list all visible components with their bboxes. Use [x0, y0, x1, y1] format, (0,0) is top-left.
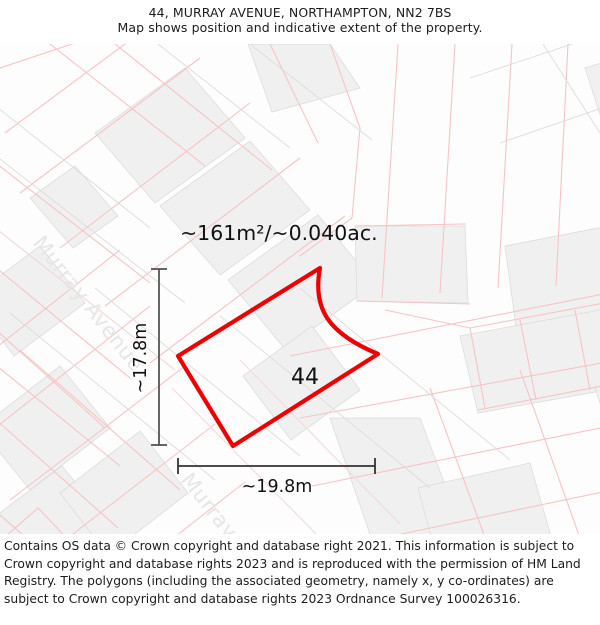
area-label: ~161m²/~0.040ac. [180, 221, 378, 245]
vertical-dimension-label: ~17.8m [131, 323, 151, 394]
vertical-dimension [151, 268, 167, 446]
page-title: 44, MURRAY AVENUE, NORTHAMPTON, NN2 7BS [148, 5, 452, 20]
map-footer: Contains OS data © Crown copyright and d… [0, 534, 600, 625]
map-header: 44, MURRAY AVENUE, NORTHAMPTON, NN2 7BS … [0, 0, 600, 44]
map-canvas[interactable]: Murray Avenue Murray Avenue 44 ~161m²/~0… [0, 44, 600, 534]
map-graphics: Murray Avenue Murray Avenue 44 ~161m²/~0… [0, 44, 600, 534]
horizontal-dimension-label: ~19.8m [242, 477, 313, 497]
parcel-boundaries [0, 44, 600, 534]
page-subtitle: Map shows position and indicative extent… [117, 20, 483, 35]
building-outlines [0, 44, 600, 489]
property-boundary-polygon[interactable] [175, 265, 381, 449]
copyright-notice: Contains OS data © Crown copyright and d… [4, 539, 581, 606]
horizontal-dimension [177, 458, 376, 474]
house-number-label: 44 [291, 365, 319, 390]
